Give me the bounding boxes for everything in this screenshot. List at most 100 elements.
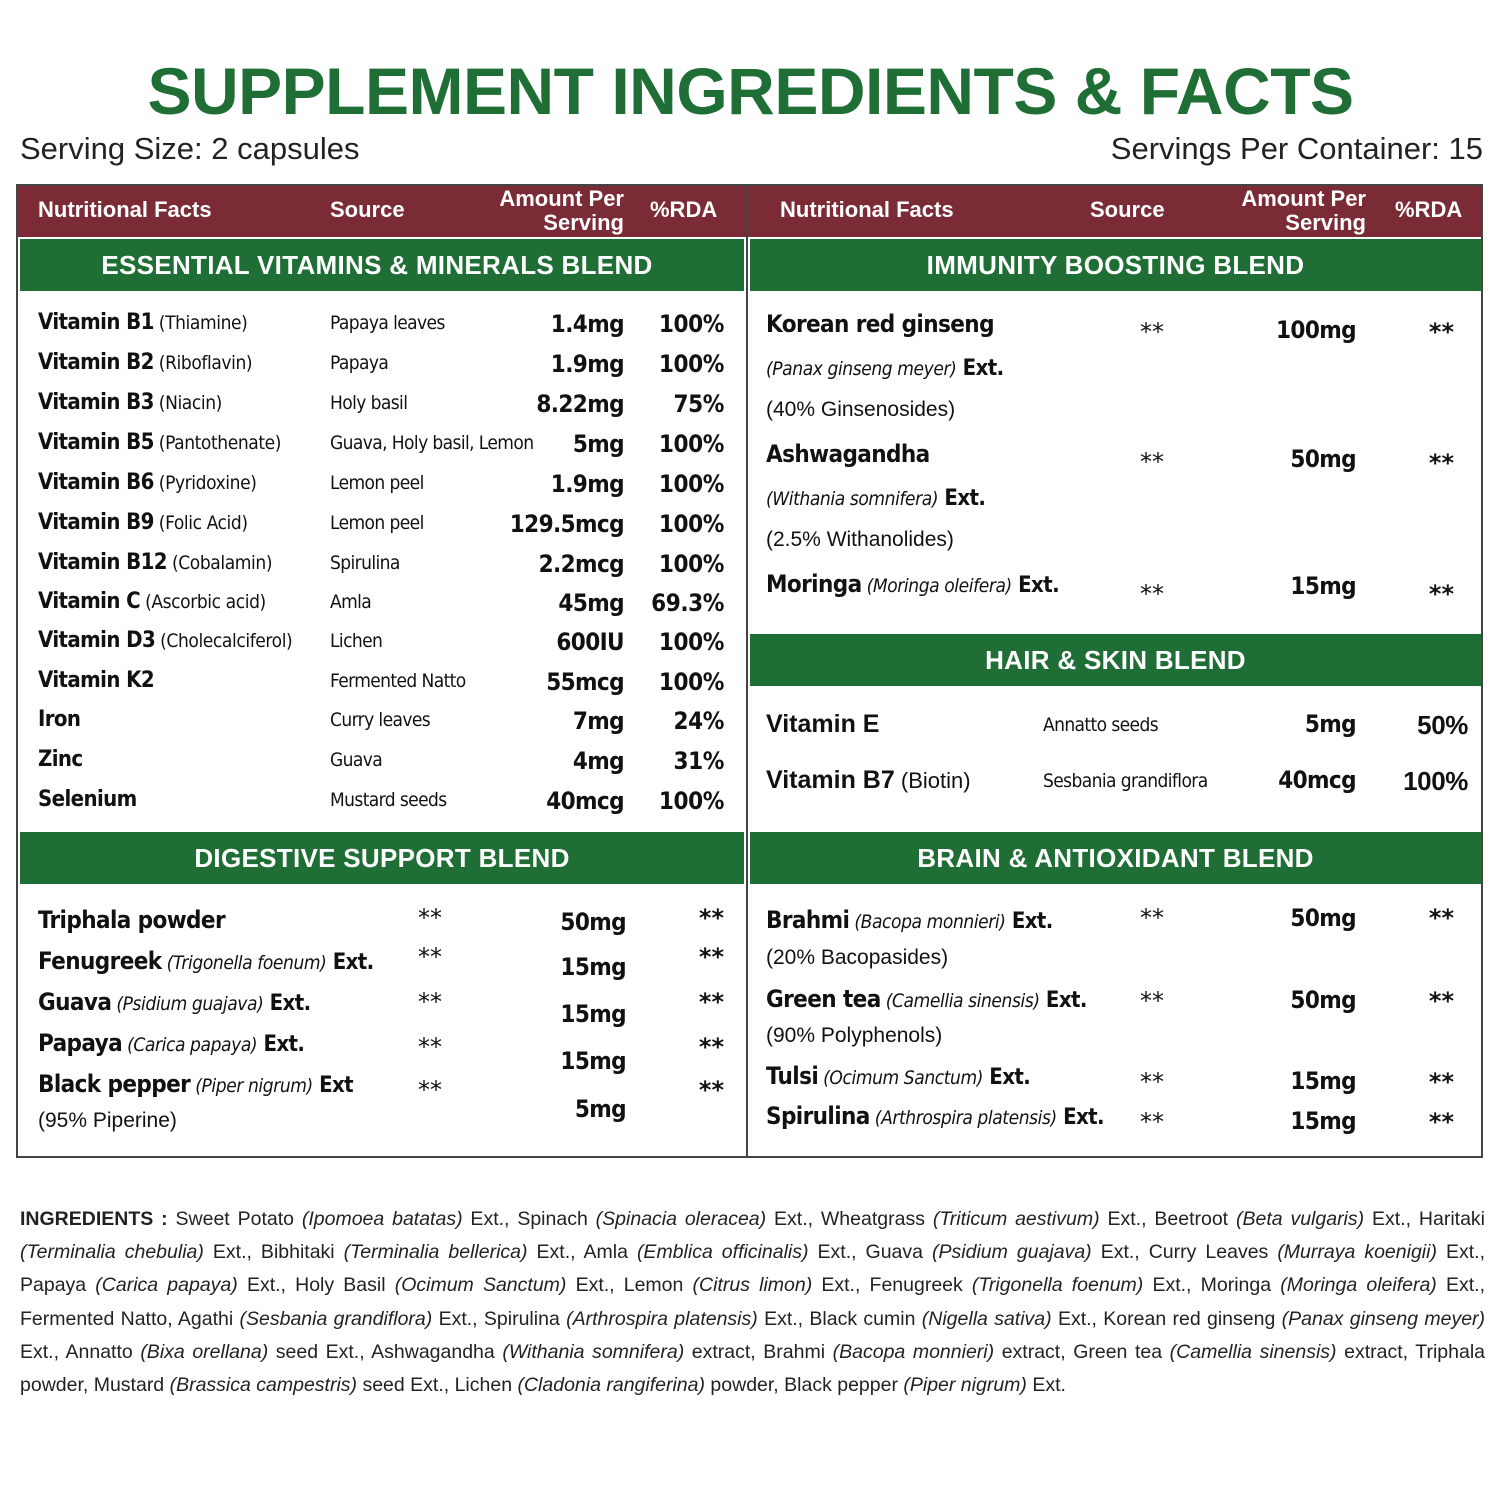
ingredient-latin-name: (Panax ginseng meyer): [1281, 1307, 1486, 1330]
row-name: Zinc: [38, 747, 83, 772]
row-source: Papaya: [330, 352, 389, 374]
row-amount: 15mg: [1290, 1107, 1356, 1135]
ingredient-text: extract, Triphala powder, Mustard: [20, 1340, 1486, 1397]
row-amount: 15mg: [560, 1000, 626, 1028]
servings-per-container: Servings Per Container: 15: [1110, 131, 1483, 166]
ingredient-text: Sweet Potato: [167, 1208, 302, 1230]
table-row: Zinc Guava 4mg 31%: [38, 747, 728, 777]
row-source: **: [1140, 448, 1164, 476]
table-row: Moringa (Moringa oleifera) Ext. ** 15mg **: [766, 570, 1476, 608]
row-amount: 5mg: [1304, 710, 1357, 738]
row-name: Papaya: [38, 1029, 123, 1057]
header-amount-line1: Amount Per: [499, 186, 624, 211]
row-source: **: [418, 1033, 442, 1061]
ingredient-latin-name: (Triticum aestivum): [932, 1208, 1100, 1230]
row-amount: 4mg: [572, 747, 625, 775]
header-source: Source: [330, 197, 405, 222]
row-name: Vitamin D3: [38, 628, 156, 653]
row-source: **: [418, 988, 442, 1016]
row-source: **: [1140, 318, 1164, 346]
row-name: Vitamin B3: [38, 390, 154, 415]
row-note: (40% Ginsenosides): [766, 398, 956, 421]
ingredient-latin-name: (Bacopa monnieri): [832, 1340, 995, 1363]
row-amount: 5mg: [574, 1095, 627, 1123]
ingredient-text: Ext., Bibhitaki: [203, 1241, 344, 1264]
row-name: Vitamin B1: [38, 310, 154, 335]
row-amount: 45mg: [558, 589, 624, 617]
ingredients-label: INGREDIENTS :: [20, 1208, 168, 1230]
row-rda: 100%: [658, 668, 725, 696]
table-row: Vitamin E Annatto seeds 5mg 50%: [766, 710, 1476, 740]
row-source: **: [418, 904, 442, 932]
table-row: Vitamin B1 (Thiamine) Papaya leaves 1.4mg 1…: [38, 310, 728, 340]
ingredient-latin-name: (Nigella sativa): [921, 1307, 1052, 1330]
row-latin: (Psidium guajava): [111, 993, 264, 1015]
row-subname: (Cobalamin): [166, 552, 273, 574]
header-rda: %RDA: [1395, 197, 1463, 222]
ingredients-paragraph: INGREDIENTS : Sweet Potato (Ipomoea bata…: [20, 1203, 1485, 1402]
table-row: Vitamin D3 (Cholecalciferol) Lichen 600IU 1…: [38, 628, 728, 658]
row-name: Black pepper: [38, 1070, 191, 1098]
row-name: Korean red ginseng: [766, 310, 995, 338]
row-source: Guava: [330, 749, 383, 771]
row-amount: 2.2mcg: [538, 550, 625, 578]
row-ext: Ext.: [1056, 1105, 1104, 1130]
row-name-text: Vitamin B7: [766, 766, 895, 794]
page-title: SUPPLEMENT INGREDIENTS & FACTS: [147, 54, 1354, 128]
row-rda: 100%: [1403, 766, 1468, 796]
row-amount: 100mg: [1275, 316, 1357, 344]
row-source: Fermented Natto: [330, 670, 466, 692]
row-source: Papaya leaves: [330, 312, 445, 334]
row-rda: 50%: [1417, 710, 1468, 740]
ingredient-text: Ext., Guava: [808, 1241, 933, 1264]
row-rda: 100%: [658, 510, 725, 538]
table-row: Vitamin B12 (Cobalamin) Spirulina 2.2mcg 10…: [38, 550, 728, 580]
ingredient-latin-name: (Piper nigrum): [903, 1374, 1027, 1397]
row-name: Vitamin B9: [38, 510, 154, 535]
row-ext: Ext.: [1011, 573, 1059, 598]
row-name: Vitamin B5: [38, 430, 154, 455]
ingredient-latin-name: (Moringa oleifera): [1280, 1274, 1437, 1297]
row-rda: 69.3%: [651, 589, 724, 617]
ingredient-text: Ext., Amla: [527, 1241, 637, 1264]
table-row: Brahmi (Bacopa monnieri) Ext. ** 50mg **: [766, 904, 1476, 936]
table-row: Vitamin B7 (Biotin) Sesbania grandiflora 4…: [766, 766, 1476, 796]
ingredient-text: Ext., Fermented Natto, Agathi: [20, 1274, 1485, 1330]
row-rda: 24%: [673, 707, 725, 735]
row-rda: 100%: [658, 350, 725, 378]
row-source: Sesbania grandiflora: [1043, 770, 1208, 792]
row-ext: Ext.: [326, 950, 374, 975]
ingredient-latin-name: (Cladonia rangiferina): [517, 1374, 705, 1397]
row-name: Fenugreek: [38, 947, 162, 975]
ingredient-latin-name: (Emblica officinalis): [636, 1241, 809, 1264]
row-source: **: [1140, 987, 1164, 1015]
row-amount: 1.9mg: [550, 470, 625, 498]
ingredient-latin-name: (Psidium guajava): [932, 1241, 1092, 1264]
row-latin: (Withania somnifera): [766, 488, 939, 510]
row-rda: **: [1428, 580, 1454, 608]
row-amount: 7mg: [572, 707, 625, 735]
row-name: Tulsi: [766, 1062, 819, 1090]
ingredient-latin-name: (Citrus limon): [692, 1274, 813, 1297]
table-row: Vitamin K2 Fermented Natto 55mcg 100%: [38, 668, 728, 698]
row-rda: **: [1428, 1068, 1454, 1096]
row-name: Vitamin C: [38, 589, 141, 614]
row-name-text: Vitamin E: [766, 710, 880, 738]
ingredient-latin-name: (Arthrospira platensis): [566, 1307, 758, 1330]
row-rda: **: [1428, 449, 1454, 477]
ingredient-latin-name: (Sesbania grandiflora): [239, 1307, 433, 1330]
row-amount: 5mg: [572, 430, 625, 458]
row-name: Guava: [38, 988, 112, 1016]
row-amount: 1.4mg: [550, 310, 625, 338]
row-ext: Ext.: [938, 486, 986, 511]
ingredient-text: powder, Black pepper: [705, 1374, 904, 1397]
ingredient-text: seed Ext., Lichen: [357, 1374, 518, 1397]
table-row: Papaya (Carica papaya) Ext. ** 15mg **: [38, 1029, 728, 1075]
row-rda: **: [698, 1076, 724, 1104]
row-subname: (Thiamine): [153, 312, 248, 334]
ingredient-text: Ext., Wheatgrass: [766, 1208, 933, 1230]
row-name: Iron: [38, 707, 81, 732]
header-amount: Amount Per Serving: [454, 187, 624, 235]
row-source: Holy basil: [330, 392, 408, 414]
ingredient-text: Ext., Moringa: [1143, 1274, 1281, 1297]
